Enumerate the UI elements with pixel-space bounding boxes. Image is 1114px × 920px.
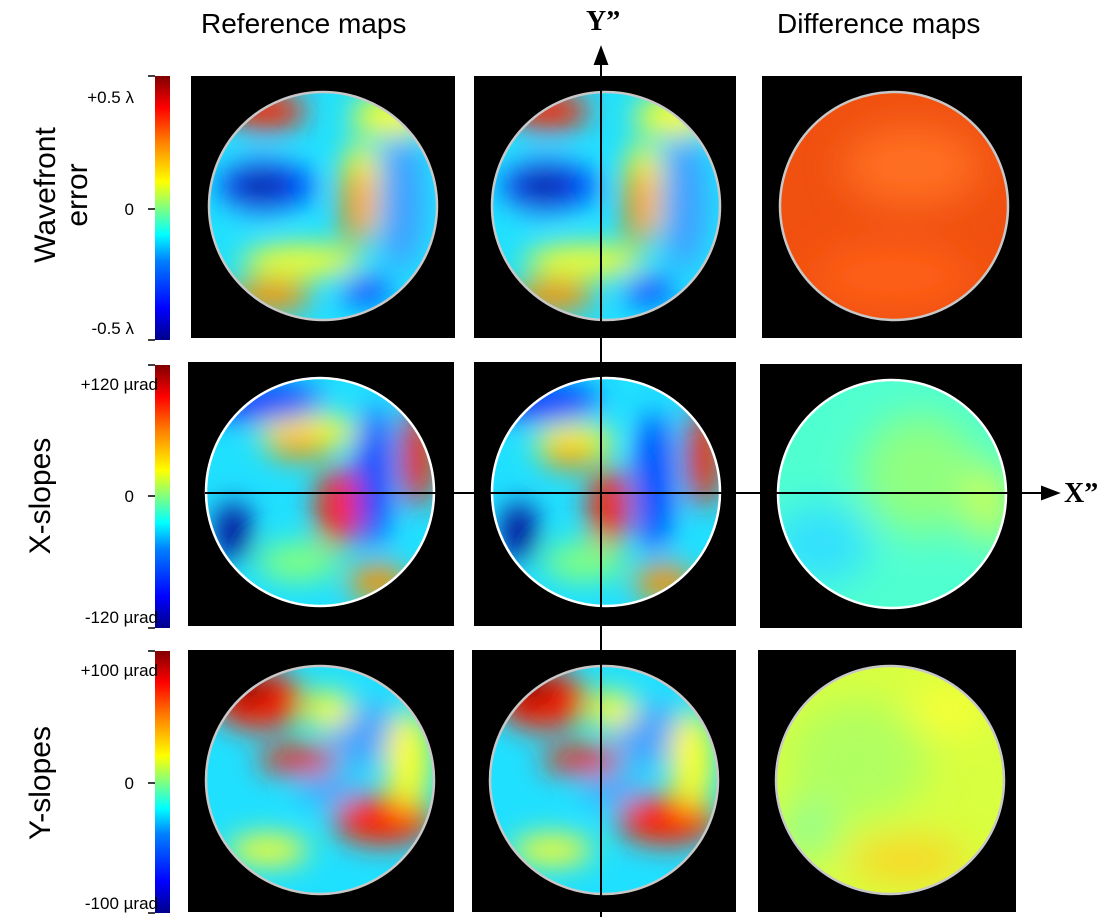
tick-wavefront-mid: 0 (124, 200, 134, 219)
tick-wavefront-top: +0.5 λ (87, 88, 134, 107)
tick-y-slopes-mid: 0 (124, 774, 134, 793)
x-axis-label: X” (1064, 478, 1099, 509)
colorbar-x-slopes (155, 365, 170, 628)
wavefront-difference-map (762, 76, 1022, 338)
tick-x-slopes-top: +120 µrad (80, 375, 158, 394)
y-slopes-reference-map-2 (472, 650, 736, 912)
y-axis-label: Y” (586, 6, 621, 37)
tick-x-slopes-mid: 0 (124, 487, 134, 506)
wavefront-reference-map-2 (474, 76, 736, 338)
tick-y-slopes-bottom: -100 µrad (84, 894, 158, 913)
colorbar-wavefront (155, 76, 170, 340)
tick-y-slopes-top: +100 µrad (80, 661, 158, 680)
x-axis-arrowhead (1041, 485, 1061, 501)
tick-wavefront-bottom: -0.5 λ (91, 319, 134, 338)
y-slopes-reference-map-1 (188, 650, 454, 912)
wavefront-reference-map-1 (191, 76, 455, 338)
y-slopes-difference-map (758, 650, 1016, 912)
tick-x-slopes-bottom: -120 µrad (84, 608, 158, 627)
colorbar-y-slopes (155, 651, 170, 913)
y-axis-arrowhead (593, 45, 609, 65)
difference-maps-title: Difference maps (777, 8, 981, 39)
reference-maps-title: Reference maps (201, 8, 407, 39)
colorbar-ticks (148, 75, 155, 914)
